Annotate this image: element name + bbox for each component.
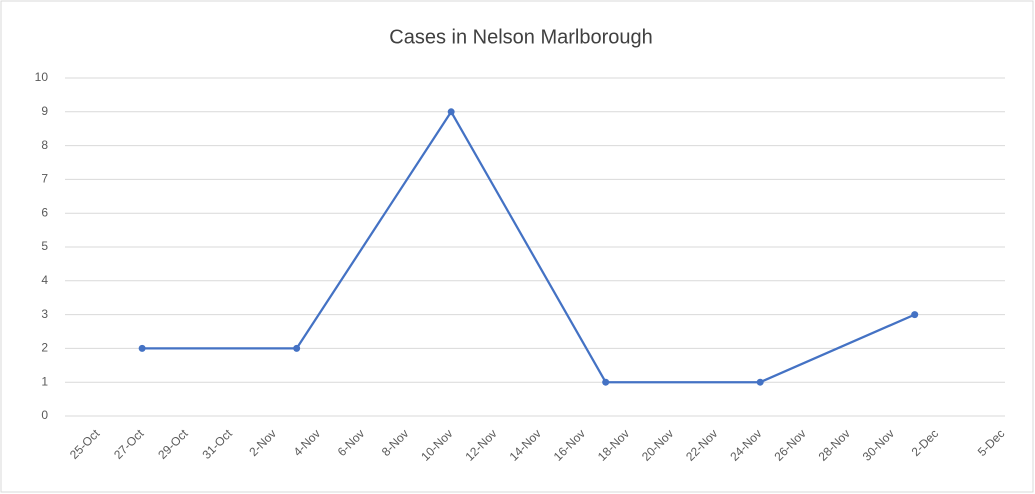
- marker: [602, 378, 610, 386]
- y-tick-label: 7: [41, 172, 48, 186]
- marker: [447, 108, 455, 116]
- chart-title: Cases in Nelson Marlborough: [389, 26, 652, 48]
- y-tick-label: 4: [41, 273, 48, 287]
- marker: [911, 311, 919, 319]
- y-tick-label: 6: [41, 205, 48, 219]
- y-tick-label: 9: [41, 104, 48, 118]
- y-tick-label: 0: [41, 408, 48, 422]
- marker: [138, 344, 146, 352]
- y-tick-label: 8: [41, 138, 48, 152]
- y-tick-label: 1: [41, 374, 48, 388]
- y-tick-label: 2: [41, 341, 48, 355]
- y-tick-label: 10: [35, 70, 49, 84]
- y-tick-label: 3: [41, 307, 48, 321]
- marker: [756, 378, 764, 386]
- line: [142, 109, 916, 384]
- marker: [293, 344, 301, 352]
- y-tick-label: 5: [41, 239, 48, 253]
